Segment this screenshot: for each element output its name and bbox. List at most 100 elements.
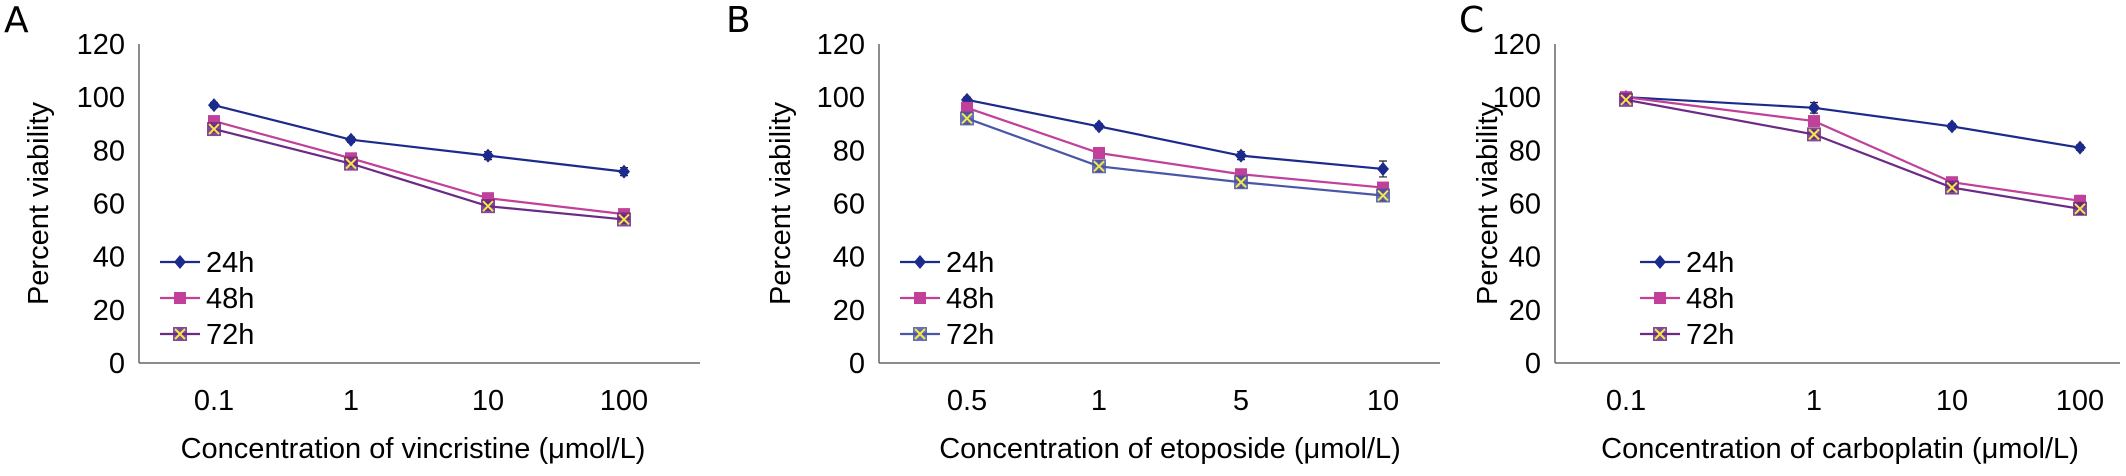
data-point (1377, 161, 1389, 176)
data-point (1808, 115, 1820, 128)
y-tick-label: 0 (849, 348, 865, 380)
data-point (1376, 188, 1390, 203)
legend-marker (173, 327, 187, 341)
x-tick-label: 10 (1367, 385, 1399, 417)
legend-entry-24h: 24h (1640, 247, 1734, 279)
data-point (482, 148, 494, 163)
x-axis-title: Concentration of etoposide (μmol/L) (939, 433, 1401, 465)
y-axis-title: Percent viability (1472, 101, 1504, 305)
series-72h (1619, 92, 2087, 216)
legend-label: 48h (946, 283, 994, 315)
data-point (208, 98, 220, 113)
legend-label: 48h (206, 283, 254, 315)
y-axis-title: Percent viability (23, 101, 55, 305)
legend-marker (914, 292, 926, 304)
x-tick-label: 0.1 (194, 385, 234, 417)
series-48h (208, 115, 630, 221)
panel-letter: C (1459, 0, 1484, 41)
legend-entry-24h: 24h (160, 247, 254, 279)
y-tick-label: 40 (1509, 242, 1541, 274)
series-line (213, 104, 625, 173)
series-24h (961, 92, 1389, 178)
data-point (2073, 201, 2087, 216)
data-point (1619, 92, 1633, 107)
x-tick-label: 1 (1806, 385, 1822, 417)
data-point (1808, 100, 1820, 115)
x-tick-label: 10 (1936, 385, 1968, 417)
y-tick-label: 120 (817, 29, 865, 61)
x-axis-title: Concentration of carboplatin (μmol/L) (1601, 433, 2079, 465)
y-tick-label: 0 (1525, 348, 1541, 380)
legend-label: 72h (1686, 319, 1734, 351)
y-tick-label: 40 (93, 242, 125, 274)
data-point (617, 212, 631, 227)
series-48h (961, 101, 1389, 194)
x-tick-label: 0.1 (1606, 385, 1646, 417)
data-point (1946, 119, 1958, 134)
legend-entry-72h: 72h (160, 319, 254, 351)
series-line (1625, 98, 2081, 210)
y-tick-label: 100 (77, 82, 125, 114)
data-point (344, 156, 358, 171)
data-point (1235, 148, 1247, 163)
legend-marker (914, 255, 926, 269)
y-tick-label: 80 (833, 135, 865, 167)
x-axis-title: Concentration of vincristine (μmol/L) (181, 433, 646, 465)
series-line (1625, 96, 2081, 202)
y-tick-label: 100 (1493, 82, 1541, 114)
data-point (481, 199, 495, 214)
y-axis-title: Percent viability (765, 101, 797, 305)
data-point (1945, 180, 1959, 195)
data-point (961, 101, 973, 114)
y-tick-label: 20 (93, 295, 125, 327)
legend-entry-48h: 48h (160, 283, 254, 315)
legend-label: 24h (1686, 247, 1734, 279)
data-point (345, 132, 357, 147)
panel-letter: A (4, 0, 29, 41)
series-line (966, 98, 1384, 171)
series-line (213, 128, 625, 221)
series-72h (207, 122, 631, 227)
y-tick-label: 80 (93, 135, 125, 167)
data-point (618, 164, 630, 179)
x-tick-label: 1 (343, 385, 359, 417)
data-point (2074, 140, 2086, 155)
y-tick-label: 120 (77, 29, 125, 61)
x-tick-label: 5 (1233, 385, 1249, 417)
legend-marker (913, 327, 927, 341)
x-tick-label: 100 (600, 385, 648, 417)
legend-label: 24h (946, 247, 994, 279)
legend-entry-24h: 24h (900, 247, 994, 279)
data-point (207, 122, 221, 137)
data-point (1093, 119, 1105, 134)
x-tick-label: 1 (1091, 385, 1107, 417)
y-tick-label: 40 (833, 242, 865, 274)
legend-label: 72h (206, 319, 254, 351)
data-point (1807, 127, 1821, 142)
series-24h (1620, 90, 2086, 155)
legend-marker (1654, 255, 1666, 269)
y-tick-label: 20 (1509, 295, 1541, 327)
data-point (1092, 159, 1106, 174)
series-72h (960, 111, 1390, 203)
legend-marker (1654, 292, 1666, 304)
y-tick-label: 0 (109, 348, 125, 380)
legend-entry-72h: 72h (900, 319, 994, 351)
series-line (966, 106, 1384, 189)
y-tick-label: 20 (833, 295, 865, 327)
legend-entry-48h: 48h (900, 283, 994, 315)
y-tick-label: 60 (833, 189, 865, 221)
legend-label: 48h (1686, 283, 1734, 315)
legend-entry-72h: 72h (1640, 319, 1734, 351)
series-line (213, 120, 625, 216)
series-24h (208, 98, 630, 179)
series-line (966, 117, 1384, 197)
legend-marker (174, 255, 186, 269)
x-tick-label: 10 (472, 385, 504, 417)
y-tick-label: 80 (1509, 135, 1541, 167)
legend-label: 72h (946, 319, 994, 351)
data-point (1234, 175, 1248, 190)
chart-panel-b: B 0 20 40 60 80 100 120 0.5 1 5 10 Percent viability… (726, 0, 1440, 465)
